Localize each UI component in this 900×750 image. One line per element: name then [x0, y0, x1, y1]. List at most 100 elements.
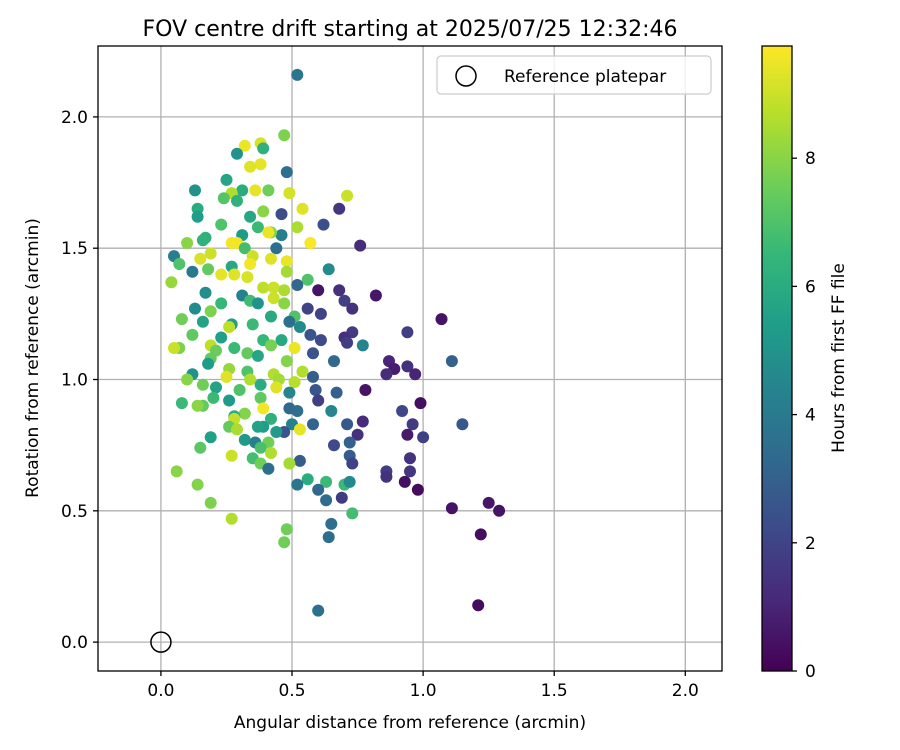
data-point [312, 483, 325, 496]
data-point [301, 473, 314, 486]
data-point [186, 328, 199, 341]
data-point [225, 237, 238, 249]
data-point [322, 531, 335, 544]
data-point [291, 68, 304, 81]
x-tick-label: 0.5 [278, 681, 305, 701]
data-point [493, 504, 506, 517]
data-point [228, 268, 241, 281]
data-point [265, 412, 277, 425]
chart-title: FOV centre drift starting at 2025/07/25 … [143, 17, 678, 42]
x-axis-ticks: 0.0 0.5 1.0 1.5 2.0 [147, 671, 699, 701]
data-point [482, 496, 495, 509]
data-point [220, 370, 233, 383]
data-point [257, 142, 270, 155]
data-point [401, 326, 414, 339]
data-point [317, 218, 330, 231]
data-point [335, 491, 348, 504]
data-point [401, 428, 414, 441]
data-point [293, 454, 306, 467]
data-point [288, 342, 301, 354]
plot-frame [97, 45, 723, 672]
data-point [270, 381, 283, 394]
data-point [231, 423, 243, 436]
data-point [351, 428, 364, 441]
data-point [267, 281, 280, 294]
data-point [204, 247, 217, 260]
data-point [338, 294, 351, 307]
y-tick-label: 0.5 [61, 502, 88, 522]
x-tick-label: 0.0 [147, 681, 174, 701]
data-point [257, 205, 270, 218]
data-point [191, 478, 204, 491]
data-point [356, 339, 369, 352]
data-point [474, 528, 487, 541]
legend-label: Reference platepar [504, 67, 666, 87]
data-point [238, 407, 251, 420]
data-point [278, 536, 291, 549]
data-point [270, 242, 283, 255]
y-tick-label: 1.0 [61, 371, 88, 391]
data-point [257, 281, 270, 294]
data-point [307, 347, 319, 360]
data-point [280, 523, 293, 536]
data-point [409, 368, 422, 381]
data-point [215, 268, 228, 281]
data-point [223, 321, 236, 333]
data-point [312, 284, 325, 297]
y-tick-label: 1.5 [61, 239, 88, 259]
data-point [404, 465, 416, 478]
x-tick-label: 2.0 [672, 681, 699, 701]
data-point [251, 297, 264, 310]
data-point [189, 302, 201, 315]
data-point [251, 349, 264, 362]
data-point [231, 147, 243, 160]
data-point [312, 604, 325, 617]
data-point [346, 457, 359, 470]
data-point [165, 276, 178, 289]
data-point [225, 512, 238, 525]
data-point [251, 221, 264, 234]
data-point [267, 292, 280, 305]
colorbar-tick-label: 6 [805, 277, 816, 297]
data-point [168, 342, 180, 354]
data-point [328, 439, 340, 452]
data-point [445, 502, 458, 515]
data-point [244, 210, 257, 223]
data-point [328, 355, 340, 368]
data-point [312, 394, 325, 407]
colorbar-frame [761, 45, 793, 672]
data-point [199, 286, 212, 299]
data-point [194, 252, 207, 265]
data-point [307, 418, 319, 431]
data-point [265, 252, 277, 265]
colorbar-label: Hours from first FF file [829, 263, 849, 453]
data-point [346, 302, 359, 315]
y-tick-label: 2.0 [61, 108, 88, 128]
data-point [244, 160, 257, 173]
data-point [417, 431, 430, 444]
data-point [330, 386, 343, 399]
legend: Reference platepar [436, 55, 712, 95]
data-point [241, 271, 254, 284]
y-axis-ticks: 0.0 0.5 1.0 1.5 2.0 [61, 108, 98, 653]
data-point [354, 239, 367, 252]
legend-box [436, 55, 712, 95]
data-point [401, 360, 414, 373]
data-point [456, 418, 469, 431]
data-point [189, 184, 201, 197]
data-point [293, 423, 306, 436]
data-point [346, 507, 359, 520]
data-point [181, 237, 194, 249]
data-point [241, 347, 254, 360]
data-point [175, 313, 188, 326]
data-point [270, 426, 283, 438]
data-point [246, 318, 259, 331]
data-point [215, 297, 228, 310]
data-point [194, 441, 207, 454]
data-points [165, 68, 506, 617]
data-point [283, 315, 296, 328]
data-point [186, 265, 199, 278]
data-point [291, 478, 304, 491]
reference-marker [150, 631, 172, 653]
data-point [275, 229, 288, 242]
